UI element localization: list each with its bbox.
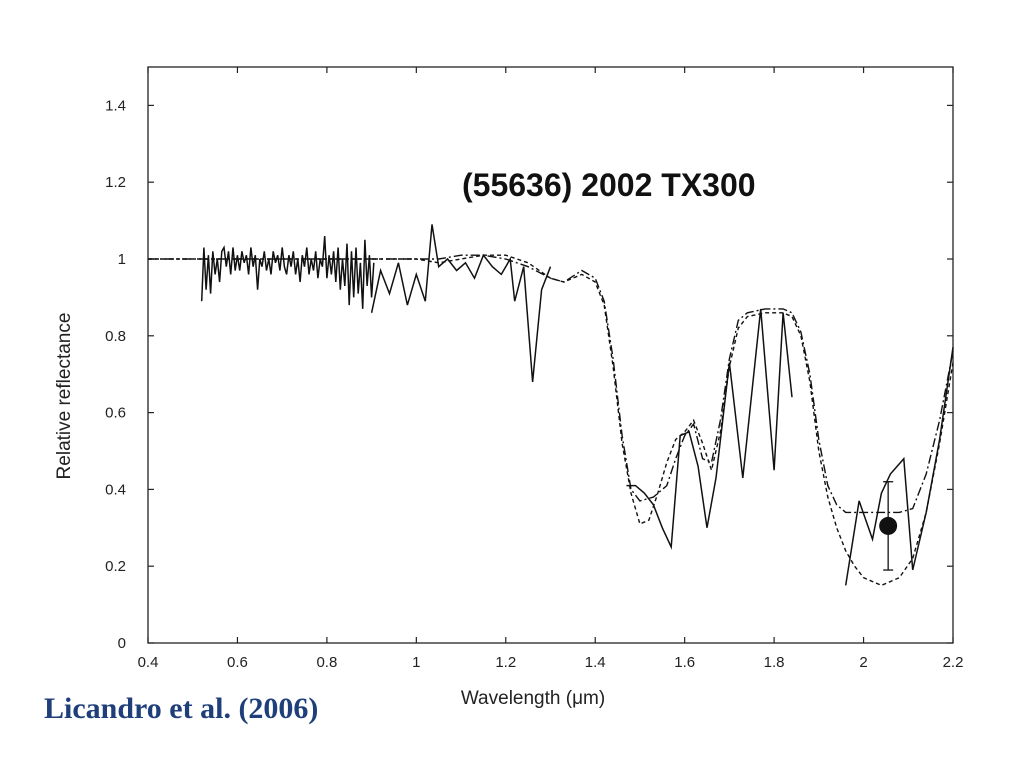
- y-tick-label: 0.2: [105, 558, 126, 575]
- plot-frame: [147, 66, 954, 644]
- x-tick-label: 1.4: [585, 654, 606, 671]
- y-tick-label: 1: [118, 251, 126, 268]
- y-tick-label: 0: [118, 635, 126, 652]
- axis-ticks: 0.4 0.6 0.8 1 1.2 1.4 1.6 1.8 2 2.2 0 0.2 0.4 0.6 0.8 1…: [105, 67, 963, 671]
- y-tick-label: 0.8: [105, 328, 126, 345]
- y-tick-label: 0.6: [105, 405, 126, 422]
- y-tick-label: 0.4: [105, 481, 126, 498]
- x-tick-label: 1: [412, 654, 420, 671]
- x-tick-label: 1.2: [495, 654, 516, 671]
- y-tick-label: 1.4: [105, 97, 126, 114]
- series-line-solid: [370, 224, 552, 382]
- x-tick-label: 1.8: [764, 654, 785, 671]
- series-line-dash-dot: [148, 254, 954, 514]
- x-tick-label: 2.2: [943, 654, 964, 671]
- series-line-solid: [626, 308, 793, 550]
- data-point: [879, 516, 898, 535]
- series-line-dashed: [148, 254, 954, 587]
- y-axis-title: Relative reflectance: [54, 313, 75, 480]
- chart-title: (55636) 2002 TX300: [462, 167, 756, 203]
- series-layer: [148, 224, 954, 587]
- x-tick-label: 2: [859, 654, 867, 671]
- y-tick-label: 1.2: [105, 174, 126, 191]
- series-line-solid: [200, 235, 375, 309]
- x-axis-title: Wavelength (μm): [461, 688, 605, 709]
- x-tick-label: 0.8: [316, 654, 337, 671]
- series-line-solid: [844, 347, 954, 586]
- x-tick-label: 0.6: [227, 654, 248, 671]
- source-credit: Licandro et al. (2006): [44, 692, 319, 725]
- x-tick-label: 0.4: [138, 654, 159, 671]
- x-tick-label: 1.6: [674, 654, 695, 671]
